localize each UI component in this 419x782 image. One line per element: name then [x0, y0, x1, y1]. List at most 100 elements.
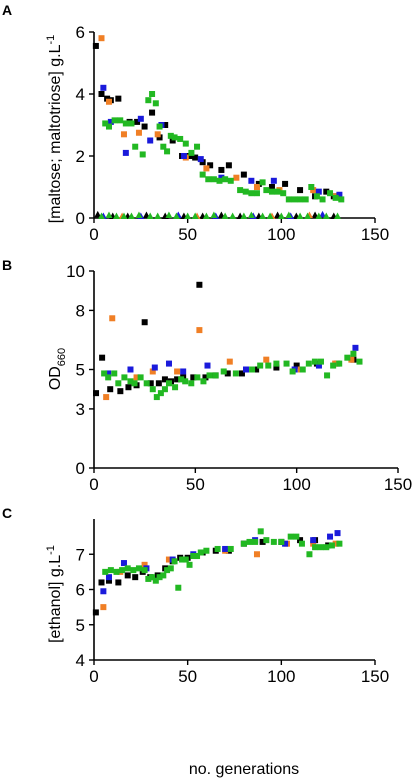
panel-a-x-tick-label: 150	[361, 225, 389, 244]
panel-b-green-square-point	[137, 374, 144, 381]
panel-b-green-square-point	[350, 350, 357, 357]
panel-a-x-tick-label: 100	[267, 225, 295, 244]
panel-c-green-square-point	[252, 538, 259, 545]
panel-a-green-square-point	[338, 196, 345, 203]
panel-b-x-tick-label: 100	[282, 475, 310, 494]
panel-a-green-square-point	[128, 120, 135, 127]
panel-b-y-tick-label: 5	[76, 361, 85, 380]
panel-a-green-square-point	[205, 176, 212, 183]
panel-a-green-triangle-point	[334, 212, 342, 219]
panel-b-black-square-point	[141, 319, 148, 326]
panel-c: C [ethanol] g.L-1 0 50 100 150 4 5 6 7	[2, 505, 389, 686]
panel-a-green-triangle-point	[210, 211, 218, 219]
panel-a-green-square-point	[117, 117, 124, 124]
panel-c-green-square-point	[312, 544, 319, 551]
panel-a-black-square-point	[156, 134, 163, 141]
panel-b-orange-square-point	[226, 358, 233, 365]
panel-a-green-triangle-point	[277, 212, 285, 219]
panel-a-green-square-point	[237, 187, 244, 194]
panel-b-green-square-point	[172, 384, 179, 391]
panel-c-y-tick-label: 7	[76, 545, 85, 564]
panel-b-black-square-point	[99, 354, 106, 361]
panel-c-orange-square-point	[332, 540, 339, 547]
panel-a-blue-square-point	[147, 137, 154, 144]
panel-a-black-square-point	[268, 184, 275, 190]
panel-b-green-square-point	[111, 370, 118, 377]
panel-c-green-square-point	[190, 553, 197, 560]
panel-b-y-tick-label: 8	[76, 301, 85, 320]
panel-a-blue-square-point	[107, 118, 114, 125]
panel-b-green-square-point	[206, 372, 213, 379]
panel-a-orange-square-point	[105, 98, 112, 105]
panel-b: B OD660 0 50 100 150 0 3 5 8 10	[2, 257, 412, 494]
panel-a-orange-square-point	[233, 174, 240, 181]
panel-a-blue-square-point	[270, 177, 277, 184]
panel-c-green-square-point	[298, 540, 305, 547]
panel-a-green-square-point	[171, 134, 178, 141]
panel-a-green-square-point	[102, 120, 109, 127]
panel-b-x-tick-label: 150	[384, 475, 412, 494]
panel-c-green-square-point	[317, 544, 324, 551]
panel-a-orange-square-point	[120, 131, 127, 138]
panel-b-green-square-point	[149, 386, 156, 393]
panel-c-green-square-point	[214, 545, 221, 552]
panel-c-green-square-point	[102, 568, 109, 575]
panel-b-orange-square-point	[196, 327, 203, 334]
panel-a-black-square-point	[115, 95, 122, 102]
panel-a-green-square-point	[332, 194, 339, 201]
panel-c-green-square-point	[135, 565, 142, 572]
panel-a-y-tick-label: 2	[76, 147, 85, 166]
panel-b-y-tick-label: 10	[66, 262, 85, 281]
panel-a-green-square-point	[280, 190, 287, 197]
panel-a-orange-square-point	[310, 187, 317, 194]
panel-b-y-axis-label: OD660	[47, 348, 68, 390]
panel-a-green-square-point	[222, 176, 229, 183]
panel-c-blue-square-point	[310, 537, 317, 544]
panel-a-green-square-point	[188, 149, 195, 156]
panel-a-green-square-point	[177, 135, 184, 142]
panel-a-blue-square-point	[100, 84, 107, 91]
panel-a-label: A	[2, 2, 12, 18]
panel-b-green-square-point	[143, 380, 150, 387]
panel-b-green-square-point	[232, 370, 239, 377]
panel-c-black-square-point	[297, 537, 304, 544]
panel-c-black-square-point	[92, 609, 99, 616]
panel-b-blue-square-point	[243, 366, 249, 373]
panel-a-green-square-point	[291, 196, 298, 203]
panel-a-black-square-point	[207, 162, 214, 169]
panel-b-green-square-point	[220, 368, 227, 375]
panel-c-green-square-point	[197, 549, 204, 556]
panel-c-green-square-point	[152, 577, 159, 584]
panel-a-green-triangle-point	[154, 212, 162, 219]
panel-a-orange-square-point	[253, 184, 260, 190]
panel-a-black-square-point	[162, 122, 169, 128]
panel-a-green-triangle-point	[322, 212, 330, 219]
panel-b-green-square-point	[178, 376, 185, 383]
panel-a-green-triangle-point	[146, 212, 154, 219]
panel-c-orange-square-point	[253, 551, 260, 558]
panel-b-green-square-point	[165, 380, 172, 387]
panel-a-black-square-point	[240, 171, 247, 178]
panel-a-blue-square-point	[336, 191, 343, 198]
panel-c-green-square-point	[160, 572, 167, 579]
panel-a-black-square-point	[186, 153, 193, 159]
panel-c-blue-square-point	[222, 545, 229, 552]
panel-b-green-square-point	[311, 358, 318, 365]
panel-a-green-triangle-point	[127, 212, 135, 219]
panel-a-green-triangle-point	[120, 212, 128, 219]
panel-c-blue-square-point	[120, 560, 127, 567]
panel-b-green-square-point	[182, 378, 189, 385]
panel-b-green-square-point	[131, 380, 138, 387]
panel-b-black-square-point	[117, 388, 124, 395]
panel-c-green-square-point	[107, 567, 114, 574]
panel-a-green-square-point	[216, 177, 223, 184]
panel-b-y-tick-label: 3	[76, 400, 85, 419]
panel-a-green-square-point	[160, 143, 167, 150]
panel-c-orange-square-point	[165, 556, 172, 563]
panel-c-y-tick-label: 4	[76, 651, 85, 670]
panel-b-green-square-point	[299, 366, 306, 373]
panel-c-x-tick-label: 0	[89, 667, 98, 686]
panel-b-orange-square-point	[263, 356, 270, 363]
panel-a-black-square-point	[218, 166, 225, 173]
